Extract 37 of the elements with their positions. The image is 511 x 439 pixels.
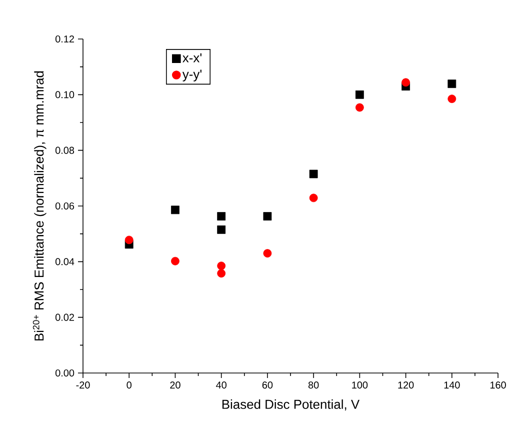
point: [124, 236, 134, 244]
point: [309, 170, 318, 178]
point: [263, 249, 272, 258]
point: [309, 194, 318, 202]
point: [355, 103, 364, 112]
x-tick-label: 0: [126, 382, 132, 389]
point: [217, 262, 226, 270]
point: [448, 94, 456, 104]
point: [217, 225, 226, 234]
x-tick-label: 160: [490, 382, 506, 389]
point: [402, 78, 410, 87]
point: [171, 256, 180, 266]
x-tick-label: 140: [444, 382, 460, 389]
x-tick-label: 20: [170, 382, 180, 389]
point: [355, 90, 364, 99]
y-tick-label: 0.12: [55, 35, 74, 43]
point: [263, 212, 272, 220]
y-tick-label: 0.08: [55, 146, 74, 154]
y-tick-label: 0.06: [55, 202, 74, 210]
point: [217, 269, 226, 278]
point: [171, 206, 180, 214]
y-tick-label: 0.02: [55, 314, 74, 321]
y-axis-title: Bi$^{20+}$ RMS Emittance (normalized), π mm.mrad: [32, 71, 46, 340]
point: [217, 212, 226, 220]
y-tick-label: 0.10: [55, 91, 74, 98]
legend-label: y-y': [182, 70, 202, 82]
x-tick-label: 120: [398, 382, 414, 389]
x-tick-label: -20: [76, 382, 90, 389]
x-tick-label: 80: [308, 382, 319, 389]
x-tick-label: 40: [216, 382, 226, 389]
y-tick-label: 0.04: [55, 258, 74, 266]
x-tick-label: 100: [352, 382, 368, 389]
x-tick-label: 60: [262, 382, 273, 389]
point: [448, 80, 456, 88]
y-tick-label: 0.00: [55, 369, 74, 377]
legend-label: x-x': [182, 53, 202, 62]
x-axis-title: Biased Disc Potential, V: [222, 399, 360, 410]
